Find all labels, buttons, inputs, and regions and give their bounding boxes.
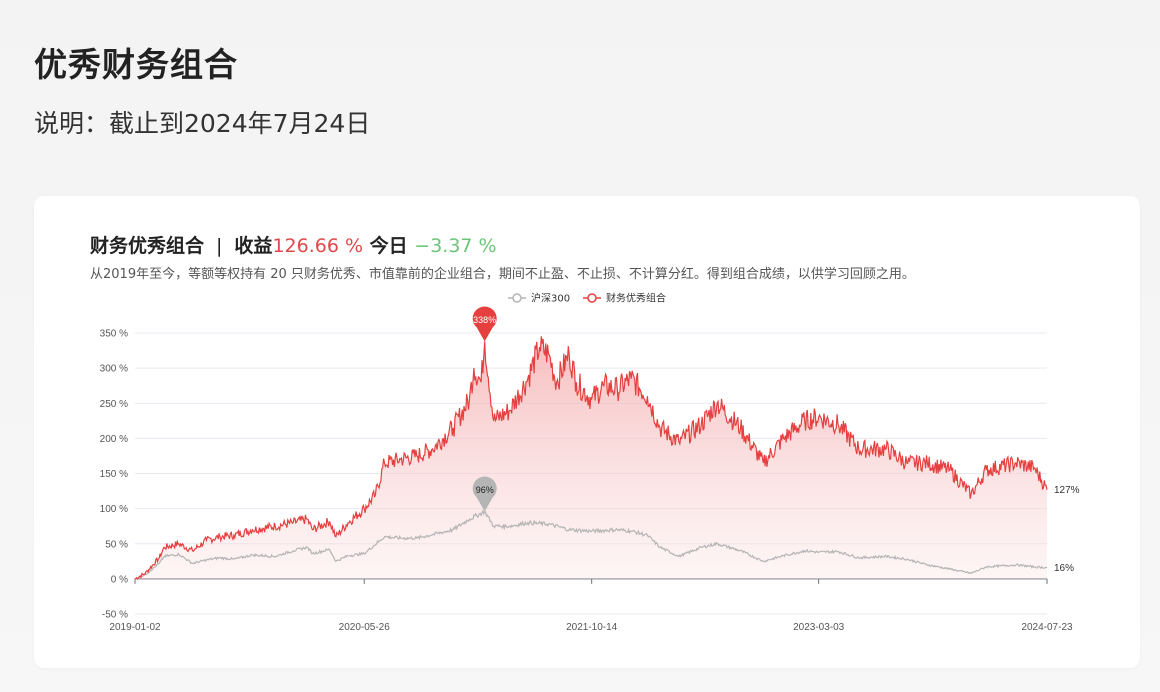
y-tick-label: 150 % bbox=[100, 469, 128, 480]
chart-subtitle: 从2019年至今，等额等权持有 20 只财务优秀、市值靠前的企业组合，期间不止盈… bbox=[90, 267, 915, 282]
y-tick-label: 250 % bbox=[100, 399, 128, 410]
x-tick-label: 2024-07-23 bbox=[1021, 622, 1073, 633]
portfolio-max-label: 338% bbox=[473, 315, 496, 325]
y-tick-label: -50 % bbox=[102, 610, 128, 621]
portfolio-legend-label: 财务优秀组合 bbox=[606, 292, 666, 305]
benchmark-legend-symbol bbox=[512, 293, 522, 303]
x-tick-label: 2019-01-02 bbox=[109, 622, 161, 633]
portfolio-area bbox=[135, 336, 1047, 579]
benchmark-legend-label: 沪深300 bbox=[531, 292, 570, 305]
portfolio-line bbox=[134, 336, 1048, 581]
y-tick-label: 350 % bbox=[100, 329, 128, 340]
x-tick-label: 2023-03-03 bbox=[793, 622, 845, 633]
x-tick-label: 2020-05-26 bbox=[339, 622, 391, 633]
y-tick-label: 100 % bbox=[100, 504, 128, 515]
benchmark-line bbox=[134, 509, 1048, 580]
today-label: 今日 bbox=[369, 235, 408, 257]
benchmark-max-label: 96% bbox=[476, 485, 494, 495]
portfolio-legend-symbol bbox=[587, 293, 597, 303]
page-title: 优秀财务组合 bbox=[34, 45, 238, 84]
marker-layer: 338% 96% 127% 16% bbox=[472, 306, 1080, 574]
portfolio-end-label: 127% bbox=[1054, 485, 1080, 496]
chart-header: 财务优秀组合 | 收益126.66 % 今日 −3.37 % bbox=[90, 231, 497, 258]
return-label: 收益 bbox=[234, 235, 273, 257]
x-axis: 2019-01-02 2020-05-26 2021-10-14 2023-03-03… bbox=[109, 578, 1073, 633]
y-tick-label: 200 % bbox=[100, 434, 128, 445]
y-tick-label: 50 % bbox=[105, 539, 128, 550]
today-value: −3.37 % bbox=[414, 235, 497, 257]
portfolio-name: 财务优秀组合 bbox=[90, 235, 205, 257]
benchmark-pin bbox=[472, 476, 497, 512]
portfolio-pin bbox=[472, 306, 497, 342]
header-separator: | bbox=[216, 235, 223, 257]
y-tick-label: 0 % bbox=[111, 574, 128, 585]
x-tick-label: 2021-10-14 bbox=[566, 622, 618, 633]
page-description: 说明：截止到2024年7月24日 bbox=[34, 109, 371, 138]
return-value: 126.66 % bbox=[272, 235, 364, 257]
legend: 沪深300 财务优秀组合 bbox=[508, 292, 666, 305]
benchmark-end-label: 16% bbox=[1054, 563, 1074, 574]
series-layer bbox=[134, 336, 1048, 581]
y-tick-label: 300 % bbox=[100, 364, 128, 375]
y-axis-ticks: 350 % 300 % 250 % 200 % 150 % 100 % 50 % 0 % -50… bbox=[100, 329, 128, 621]
